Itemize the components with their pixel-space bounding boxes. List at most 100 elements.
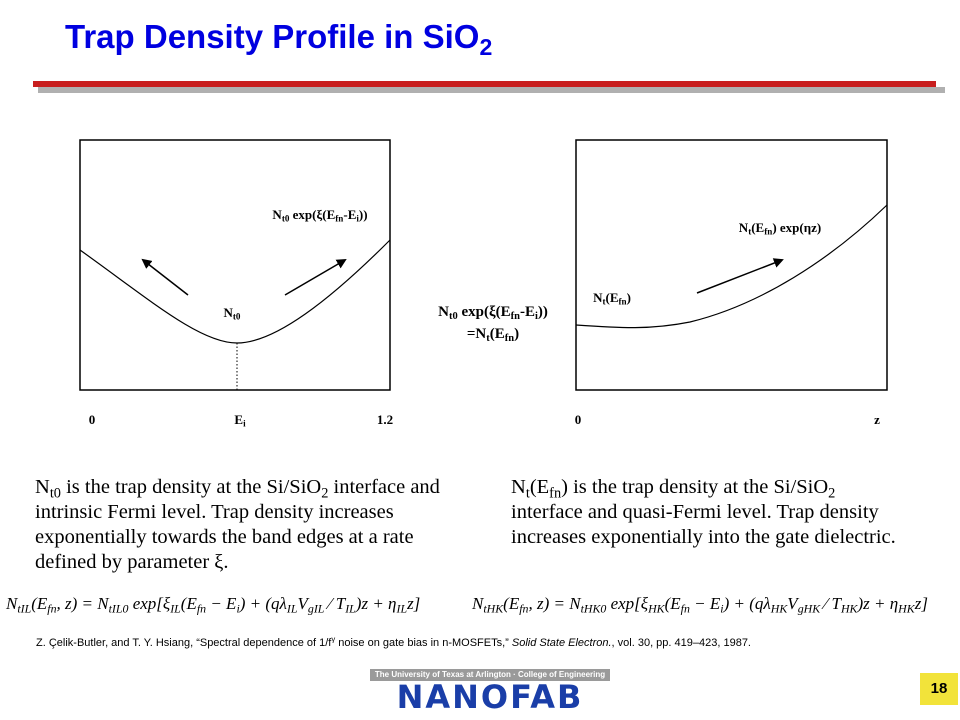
text-run: ⁄ T xyxy=(324,594,346,613)
text-run: ) is the trap density at the Si/SiO xyxy=(561,476,829,498)
text-run: exp[ξ xyxy=(606,594,649,613)
text-run: ) exp(ηz) xyxy=(772,220,822,235)
logo: NANOFAB xyxy=(396,678,584,716)
subscript: gHK xyxy=(797,601,821,616)
text-run: − E xyxy=(689,594,721,613)
subscript: t xyxy=(602,296,606,307)
text-run: ) + (qλ xyxy=(723,594,771,613)
min-label: Nt0 xyxy=(224,305,241,321)
citation-text: Z. Çelik-Butler, and T. Y. Hsiang, “Spec… xyxy=(36,637,332,649)
text-run: -E xyxy=(343,207,357,222)
text-run: E xyxy=(234,412,244,427)
text-run: N xyxy=(593,290,603,305)
subscript: HK xyxy=(898,601,915,616)
text-run: )z + η xyxy=(857,594,899,613)
text-run: is the trap density at the Si/SiO xyxy=(60,476,322,498)
paragraph: Nt(Efn) is the trap density at the Si/Si… xyxy=(511,475,911,550)
subscript: t xyxy=(525,485,530,502)
citation-journal: Solid State Electron. xyxy=(511,637,612,649)
subscript: IL xyxy=(345,601,356,616)
subscript: fn xyxy=(196,601,207,616)
subscript: IL xyxy=(396,601,408,616)
equation: NtIL(Efn, z) = NtIL0 exp[ξIL(Efn − Ei) +… xyxy=(6,594,420,616)
subscript: fn xyxy=(519,601,529,616)
text-run: =N xyxy=(466,326,487,342)
subscript: i xyxy=(720,601,724,616)
text-run: V xyxy=(787,594,798,613)
text-run: )) xyxy=(537,304,548,320)
text-run: N xyxy=(223,305,233,320)
text-run: )) xyxy=(358,207,368,222)
subscript: fn xyxy=(618,296,627,307)
middle-label: Nt0 exp(ξ(Efn-Ei)) xyxy=(438,304,548,323)
citation: Z. Çelik-Butler, and T. Y. Hsiang, “Spec… xyxy=(36,634,751,649)
text-run: (E xyxy=(489,326,505,342)
plot-frame xyxy=(575,139,888,391)
subscript: i xyxy=(356,213,359,224)
text-run: exp[ξ xyxy=(128,594,171,613)
subscript: i xyxy=(534,311,538,323)
subscript: gIL xyxy=(307,601,325,616)
text-run: )z + η xyxy=(355,594,397,613)
subscript: tHK xyxy=(483,601,504,616)
subscript: HK xyxy=(840,601,858,616)
subscript: 2 xyxy=(479,33,493,60)
text-run: N xyxy=(6,594,18,613)
x-label: 0 xyxy=(88,412,96,427)
text-run: (E xyxy=(31,594,48,613)
citation-exponent: γ xyxy=(331,634,336,644)
text-run: , z) = N xyxy=(56,594,109,613)
left-plot xyxy=(79,139,391,391)
subscript: t0 xyxy=(448,311,458,323)
subscript: fn xyxy=(549,485,562,502)
arrow xyxy=(141,258,189,296)
subscript: HK xyxy=(770,601,788,616)
citation-text: , vol. 30, pp. 419–423, 1987. xyxy=(611,637,751,649)
text-run: N xyxy=(272,207,282,222)
text-run: N xyxy=(472,594,484,613)
text-run: ) + (qλ xyxy=(239,594,287,613)
text-run: V xyxy=(297,594,308,613)
text-run: , z) = N xyxy=(528,594,581,613)
text-run: (E xyxy=(180,594,197,613)
subscript: fn xyxy=(680,601,690,616)
equation: NtHK(Efn, z) = NtHK0 exp[ξHK(Efn − Ei) +… xyxy=(472,594,928,616)
curve-label: Nt0 exp(ξ(Efn-Ei)) xyxy=(272,207,367,223)
subscript: tIL xyxy=(17,601,32,616)
subscript: IL xyxy=(286,601,298,616)
text-run: ) xyxy=(514,326,520,342)
text-run: ) xyxy=(626,290,631,305)
curve xyxy=(575,204,888,329)
subscript: IL xyxy=(170,601,181,616)
subscript: t0 xyxy=(232,311,241,322)
text-run: interface and quasi-Fermi level. Trap de… xyxy=(511,501,896,548)
subscript: tIL0 xyxy=(108,601,129,616)
subscript: 2 xyxy=(321,485,329,502)
text-run: (E xyxy=(664,594,681,613)
subscript: fn xyxy=(335,213,344,224)
text-run: exp(ξ(E xyxy=(457,304,511,320)
x-label: 1.2 xyxy=(376,412,394,427)
arrow xyxy=(696,258,784,294)
subscript: t xyxy=(748,226,752,237)
paragraph: Nt0 is the trap density at the Si/SiO2 i… xyxy=(35,475,475,575)
text-run: (E xyxy=(751,220,765,235)
text-run: ⁄ T xyxy=(820,594,841,613)
subscript: fn xyxy=(47,601,57,616)
text-run: − E xyxy=(206,594,237,613)
subscript: t0 xyxy=(49,485,61,502)
text-run: z] xyxy=(914,594,928,613)
x-label: 0 xyxy=(574,412,582,427)
subscript: fn xyxy=(764,226,773,237)
title-rule-shadow xyxy=(38,87,945,93)
slide-title: Trap Density Profile in SiO2 xyxy=(65,18,492,58)
subscript: i xyxy=(236,601,240,616)
text-run: N xyxy=(35,476,50,498)
text-run: (E xyxy=(503,594,520,613)
x-label: Ei xyxy=(234,412,245,428)
plot-frame xyxy=(79,139,391,391)
curve xyxy=(79,239,391,344)
citation-text: noise on gate bias in n-MOSFETs,” xyxy=(335,637,512,649)
right-plot xyxy=(575,139,888,391)
